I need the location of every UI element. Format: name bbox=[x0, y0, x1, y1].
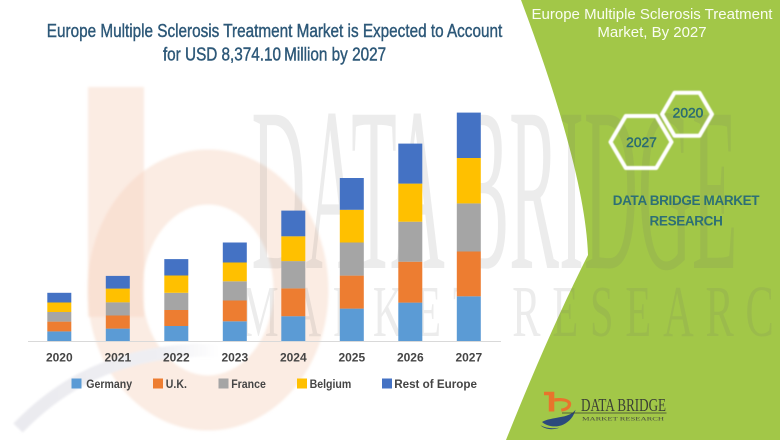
svg-text:2024: 2024 bbox=[280, 351, 307, 365]
svg-text:U.K.: U.K. bbox=[166, 378, 187, 391]
svg-text:Belgium: Belgium bbox=[310, 378, 352, 391]
svg-text:DATA BRIDGE: DATA BRIDGE bbox=[581, 395, 666, 415]
svg-text:MARKET RESEARCH: MARKET RESEARCH bbox=[582, 417, 665, 422]
svg-text:2025: 2025 bbox=[338, 351, 365, 365]
svg-text:2027: 2027 bbox=[455, 351, 482, 365]
svg-text:2021: 2021 bbox=[104, 351, 131, 365]
svg-text:2020: 2020 bbox=[46, 351, 73, 365]
svg-text:2027: 2027 bbox=[626, 135, 657, 150]
svg-text:2023: 2023 bbox=[221, 351, 248, 365]
svg-text:2022: 2022 bbox=[163, 351, 190, 365]
svg-text:DATA BRIDGE MARKET: DATA BRIDGE MARKET bbox=[613, 193, 761, 208]
svg-text:Market, By 2027: Market, By 2027 bbox=[597, 24, 706, 41]
svg-text:2026: 2026 bbox=[397, 351, 424, 365]
svg-text:Europe Multiple Sclerosis Trea: Europe Multiple Sclerosis Treatment Mark… bbox=[47, 21, 503, 41]
svg-text:for USD 8,374.10 Million by 20: for USD 8,374.10 Million by 2027 bbox=[163, 44, 386, 64]
svg-text:Rest of Europe: Rest of Europe bbox=[394, 377, 477, 391]
svg-text:2020: 2020 bbox=[673, 106, 704, 121]
svg-text:DATA BRIDGE: DATA BRIDGE bbox=[252, 61, 738, 319]
svg-text:MARKET RESEARCH: MARKET RESEARCH bbox=[241, 271, 780, 353]
svg-text:Germany: Germany bbox=[86, 378, 132, 391]
svg-text:Europe Multiple Sclerosis Trea: Europe Multiple Sclerosis Treatment bbox=[532, 6, 774, 23]
svg-text:RESEARCH: RESEARCH bbox=[650, 214, 723, 229]
svg-text:France: France bbox=[231, 378, 266, 391]
